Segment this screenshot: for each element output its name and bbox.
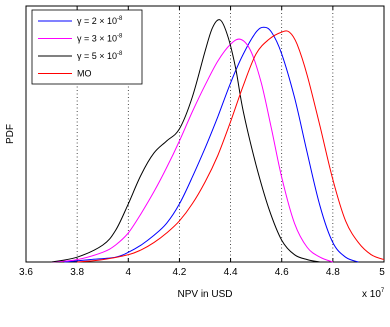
legend-box xyxy=(31,9,143,85)
series-line-1 xyxy=(64,26,359,263)
x-ticks: 3.6 3.8 4 4.2 4.4 4.6 4.8 5 xyxy=(19,6,385,278)
legend-entry: γ = 5 × 10-8 xyxy=(77,51,123,61)
x-multiplier: x 107 xyxy=(362,288,385,300)
y-axis-label: PDF xyxy=(5,124,16,144)
legend-entry: γ = 3 × 10-8 xyxy=(77,34,123,44)
series-line-4 xyxy=(77,30,385,263)
x-tick-label: 4.8 xyxy=(326,267,340,278)
series-lines xyxy=(51,19,385,263)
x-tick-label: 3.6 xyxy=(19,267,33,278)
series-line-2 xyxy=(51,38,334,263)
x-tick-label: 4.4 xyxy=(224,267,238,278)
x-tick-label: 3.8 xyxy=(70,267,84,278)
series-line-3 xyxy=(51,19,321,263)
legend: γ = 2 × 10-8 γ = 3 × 10-8 γ = 5 × 10-8 MO xyxy=(31,9,143,85)
x-tick-label: 4 xyxy=(126,267,132,278)
x-tick-label: 4.2 xyxy=(172,267,186,278)
x-axis-label: NPV in USD xyxy=(177,289,232,300)
x-tick-label: 5 xyxy=(379,267,385,278)
x-tick-label: 4.6 xyxy=(275,267,289,278)
legend-entry: γ = 2 × 10-8 xyxy=(77,16,123,26)
legend-entry: MO xyxy=(77,69,92,79)
